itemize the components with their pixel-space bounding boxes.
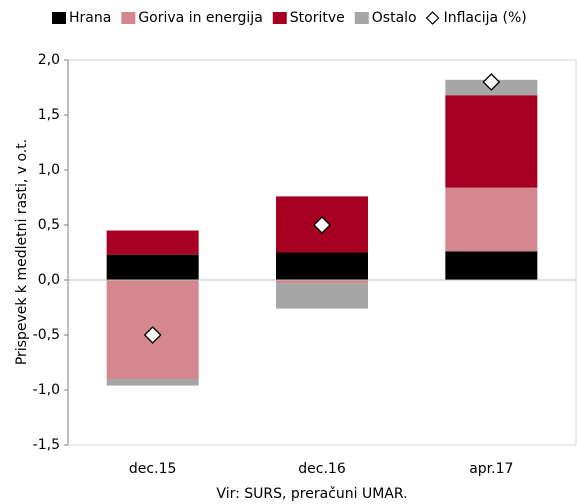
bar-segment: [106, 230, 199, 255]
bar-segment: [276, 283, 368, 309]
inflation-marker: [313, 216, 331, 234]
y-tick-label: -1,0: [33, 382, 60, 398]
legend-label: Storitve: [290, 10, 345, 26]
inflation-marker: [482, 73, 501, 91]
bar-segment: [276, 252, 368, 280]
y-tick-label: -1,5: [33, 437, 60, 453]
y-tick-label: 0,0: [38, 272, 60, 288]
legend-swatch: [354, 12, 369, 24]
legend-swatch: [272, 12, 287, 24]
bar-segment: [106, 379, 199, 386]
y-tick-label: 1,0: [38, 162, 60, 178]
bar-segment: [445, 251, 538, 280]
legend-label: Inflacija (%): [444, 10, 527, 26]
x-tick-label: dec.16: [298, 461, 346, 477]
bar-segment: [445, 187, 538, 252]
y-tick-label: 1,5: [38, 107, 60, 123]
bar-segment: [276, 280, 368, 284]
legend-marker: [425, 11, 440, 25]
legend-label: Ostalo: [372, 10, 417, 26]
y-axis-label: Prispevek k medletni rasti, v o.t.: [14, 139, 30, 365]
y-tick-label: -0,5: [33, 327, 60, 343]
y-tick-label: 2,0: [38, 52, 60, 68]
legend-label: Goriva in energija: [138, 10, 262, 26]
legend-label: Hrana: [69, 10, 111, 26]
bar-segment: [106, 254, 199, 280]
inflation-marker: [143, 326, 162, 344]
y-tick-label: 0,5: [38, 217, 60, 233]
legend-swatch: [52, 12, 66, 24]
x-tick-label: dec.15: [129, 461, 176, 477]
legend-swatch: [121, 12, 136, 24]
source-note: Vir: SURS, preračuni UMAR.: [216, 486, 407, 502]
bar-segment: [445, 95, 538, 188]
x-tick-label: apr.17: [469, 461, 513, 477]
